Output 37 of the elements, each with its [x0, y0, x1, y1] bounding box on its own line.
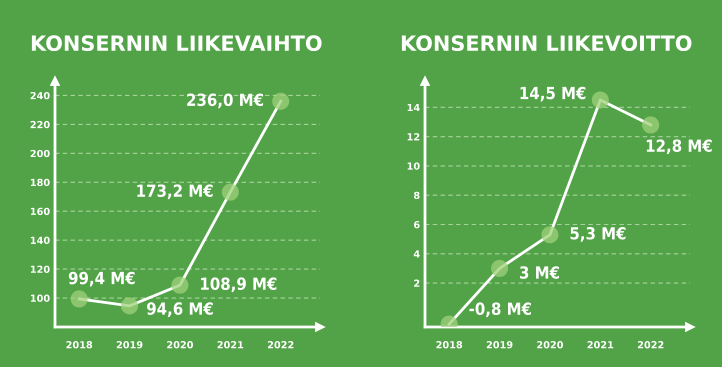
- y-tick-label: 12: [408, 133, 420, 140]
- y-tick-label: 8: [414, 192, 420, 200]
- data-label: 14,5 M€: [520, 86, 586, 102]
- y-tick-label: 120: [30, 266, 50, 273]
- x-tick-label: 2019: [486, 341, 512, 348]
- y-tick-label: 160: [30, 208, 50, 216]
- y-tick-label: 240: [30, 92, 50, 100]
- data-label: 5,3 M€: [570, 226, 626, 242]
- data-label: 99,4 M€: [68, 272, 135, 286]
- data-label: -0,8 M€: [469, 302, 531, 318]
- data-label: 3 M€: [520, 266, 560, 279]
- x-tick-label: 2018: [436, 341, 462, 348]
- y-tick-label: 14: [408, 104, 420, 112]
- x-tick-label: 2022: [268, 341, 294, 348]
- y-tick-label: 6: [414, 220, 420, 228]
- x-tick-label: 2018: [66, 341, 92, 348]
- data-label: 173,2 M€: [137, 184, 213, 200]
- y-tick-label: 140: [30, 236, 50, 244]
- y-tick-label: 10: [408, 162, 420, 170]
- x-tick-label: 2020: [167, 341, 194, 348]
- y-tick-label: 220: [30, 120, 50, 128]
- data-label: 12,8 M€: [646, 139, 712, 154]
- y-tick-label: 2: [414, 280, 420, 287]
- x-tick-label: 2021: [588, 341, 614, 348]
- x-tick-label: 2020: [537, 341, 564, 348]
- data-label: 236,0 M€: [187, 93, 264, 108]
- y-tick-label: 200: [30, 150, 50, 158]
- data-label: 94,6 M€: [147, 302, 213, 318]
- data-label: 108,9 M€: [201, 277, 276, 292]
- x-tick-label: 2022: [638, 341, 664, 348]
- y-tick-label: 100: [30, 294, 50, 302]
- chart-title: KONSERNIN LIIKEVOITTO: [402, 35, 692, 52]
- chart-title: KONSERNIN LIIKEVAIHTO: [32, 35, 322, 52]
- y-tick-label: 4: [414, 250, 420, 258]
- x-tick-label: 2021: [218, 341, 244, 348]
- y-tick-label: 180: [30, 178, 50, 186]
- x-tick-label: 2019: [116, 341, 142, 348]
